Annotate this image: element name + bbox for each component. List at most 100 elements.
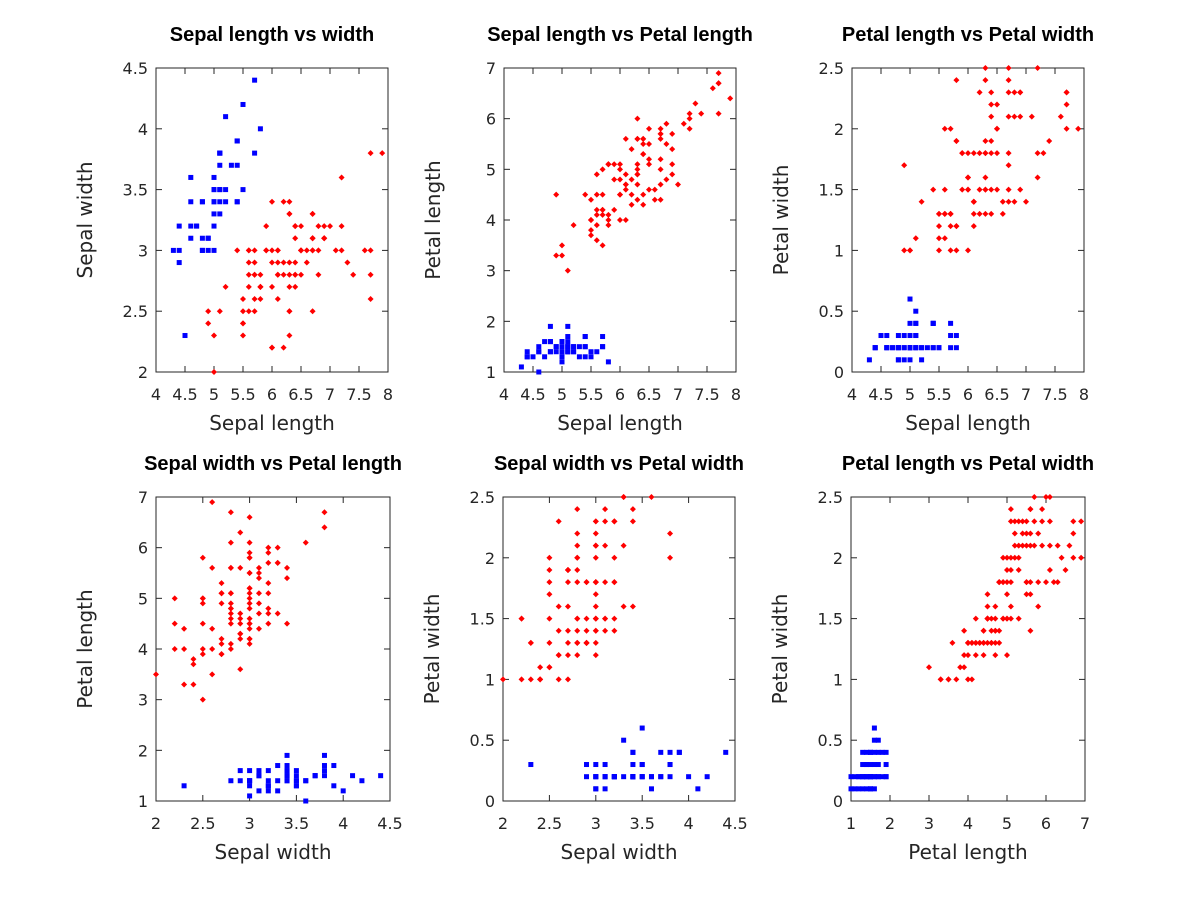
data-point bbox=[582, 354, 588, 360]
data-point bbox=[536, 369, 542, 375]
data-point bbox=[367, 150, 374, 157]
data-point bbox=[875, 749, 881, 755]
data-point bbox=[982, 186, 989, 193]
data-point bbox=[727, 95, 734, 102]
data-point bbox=[980, 652, 987, 659]
data-point bbox=[605, 222, 612, 229]
data-point bbox=[611, 627, 618, 634]
y-tick-label: 4.5 bbox=[123, 59, 148, 78]
data-point bbox=[686, 774, 692, 780]
data-point bbox=[251, 259, 258, 266]
data-point bbox=[331, 783, 337, 789]
data-point bbox=[686, 110, 693, 117]
data-point bbox=[1046, 518, 1053, 525]
data-point bbox=[907, 333, 913, 339]
x-tick-label: 2 bbox=[498, 814, 508, 833]
data-point bbox=[547, 349, 553, 355]
data-point bbox=[537, 664, 544, 671]
data-point bbox=[546, 566, 553, 573]
data-point bbox=[218, 635, 225, 642]
data-point bbox=[913, 320, 919, 326]
data-point bbox=[211, 247, 217, 253]
data-point bbox=[227, 605, 234, 612]
data-point bbox=[901, 357, 907, 363]
data-point bbox=[205, 320, 212, 327]
data-point bbox=[240, 296, 246, 303]
data-point bbox=[611, 774, 617, 780]
data-point bbox=[961, 627, 968, 634]
scatter-plot-1: 4 4.5 5 5.5 6 6.5 7 7.5 8 2 2.5 3 3.5 4 4.5 Sepal lengt… bbox=[73, 24, 393, 435]
data-point bbox=[265, 783, 271, 789]
x-tick-label: 3 bbox=[924, 814, 934, 833]
data-point bbox=[864, 762, 870, 768]
data-point bbox=[588, 354, 594, 360]
data-point bbox=[617, 161, 623, 168]
data-point bbox=[246, 620, 253, 627]
data-point bbox=[1007, 554, 1014, 561]
data-point bbox=[646, 141, 652, 147]
data-point bbox=[1039, 506, 1046, 513]
data-point bbox=[199, 554, 206, 561]
data-point bbox=[622, 181, 629, 188]
data-point bbox=[211, 174, 217, 180]
x-tick-label: 7 bbox=[325, 385, 335, 404]
data-point bbox=[227, 640, 234, 647]
data-point bbox=[988, 210, 995, 217]
x-tick-label: 2.5 bbox=[537, 814, 562, 833]
data-point bbox=[292, 271, 299, 278]
data-point bbox=[582, 344, 588, 350]
data-point bbox=[1000, 579, 1007, 586]
data-point bbox=[605, 359, 611, 365]
data-point bbox=[518, 676, 525, 683]
data-point bbox=[274, 559, 281, 566]
data-point bbox=[194, 223, 200, 229]
data-point bbox=[234, 162, 240, 168]
data-point bbox=[1007, 506, 1014, 513]
data-point bbox=[657, 181, 664, 188]
data-point bbox=[965, 652, 971, 659]
data-point bbox=[988, 627, 995, 634]
data-point bbox=[994, 125, 1000, 132]
x-tick-label: 4 bbox=[151, 385, 161, 404]
data-point bbox=[592, 627, 599, 634]
data-point bbox=[875, 737, 881, 743]
data-point bbox=[256, 788, 262, 794]
data-point bbox=[1015, 615, 1022, 622]
data-point bbox=[1015, 518, 1022, 525]
data-point bbox=[559, 242, 565, 249]
data-point bbox=[246, 595, 253, 602]
data-point bbox=[949, 639, 956, 646]
data-point bbox=[245, 271, 252, 278]
data-point bbox=[1005, 162, 1012, 169]
data-point bbox=[553, 252, 560, 259]
scatter-series-2 bbox=[926, 494, 1085, 683]
x-tick-label: 6 bbox=[1041, 814, 1051, 833]
y-tick-label: 0.5 bbox=[819, 302, 844, 321]
data-point bbox=[657, 125, 664, 132]
plot-title: Sepal length vs Petal length bbox=[487, 24, 753, 46]
data-point bbox=[190, 661, 197, 668]
data-point bbox=[564, 579, 571, 586]
x-tick-label: 3.5 bbox=[629, 814, 654, 833]
y-tick-label: 1 bbox=[833, 670, 843, 689]
data-point bbox=[988, 113, 995, 120]
data-point bbox=[913, 345, 919, 351]
data-point bbox=[293, 783, 299, 789]
data-point bbox=[1019, 518, 1026, 525]
data-point bbox=[864, 774, 870, 780]
data-point bbox=[919, 357, 925, 363]
data-point bbox=[657, 166, 664, 173]
data-point bbox=[542, 354, 548, 360]
data-point bbox=[571, 344, 577, 350]
data-point bbox=[302, 539, 309, 546]
data-point bbox=[309, 210, 316, 217]
data-point bbox=[648, 494, 655, 500]
data-point bbox=[1043, 579, 1049, 586]
data-point bbox=[871, 774, 877, 780]
data-point bbox=[280, 198, 287, 205]
data-point bbox=[547, 323, 553, 329]
data-point bbox=[965, 186, 971, 193]
scatter-series-1 bbox=[170, 77, 263, 339]
data-point bbox=[947, 125, 954, 132]
scatter-series-1 bbox=[528, 725, 729, 792]
